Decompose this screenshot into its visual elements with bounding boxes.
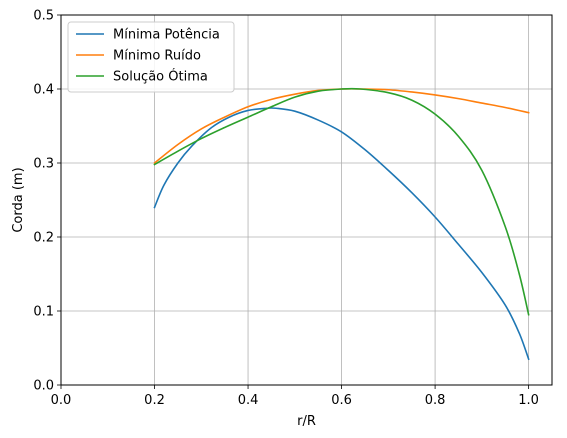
- x-tick-label: 0.8: [425, 393, 446, 408]
- y-tick-label: 0.1: [33, 305, 54, 320]
- series-line-3: [153, 87, 530, 316]
- series-lines: [153, 87, 530, 361]
- legend-entry: Mínima Potência: [113, 28, 220, 43]
- x-tick-label: 0.2: [144, 393, 165, 408]
- y-tick-label: 0.5: [33, 9, 54, 24]
- plot-area-frame: [60, 14, 553, 386]
- grid: [60, 14, 552, 386]
- axis-ticks: 0.0 0.2 0.4 0.6 0.8 1.0 0.0 0.1 0.2 0.3 0.4 0.5: [33, 9, 539, 409]
- legend-box: [67, 21, 235, 93]
- y-tick-label: 0.0: [33, 379, 54, 394]
- legend-entry: Mínimo Ruído: [113, 49, 201, 64]
- x-axis-label: r/R: [297, 414, 316, 429]
- y-axis-label: Corda (m): [11, 167, 26, 232]
- y-tick-label: 0.2: [33, 231, 54, 246]
- legend-entry: Solução Ótima: [113, 69, 208, 85]
- x-tick-label: 0.0: [51, 393, 72, 408]
- x-tick-label: 1.0: [518, 393, 539, 408]
- x-tick-label: 0.6: [331, 393, 352, 408]
- y-tick-label: 0.3: [33, 157, 54, 172]
- legend: Mínima Potência Mínimo Ruído Solução Ótima: [67, 21, 235, 93]
- y-tick-label: 0.4: [33, 83, 54, 98]
- x-tick-label: 0.4: [238, 393, 259, 408]
